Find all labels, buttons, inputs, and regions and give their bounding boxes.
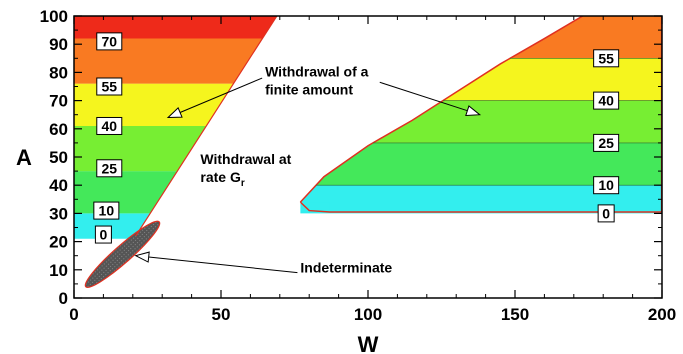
- level-label-box: [94, 225, 112, 244]
- annotation-0: Withdrawal of a finite amount: [265, 64, 369, 98]
- level-label-4: 10: [93, 201, 120, 220]
- y-tick-label-2: 20: [49, 233, 68, 252]
- annotation-line: Withdrawal of a: [265, 64, 369, 80]
- axis-ticks: [73, 15, 663, 299]
- annotation-line: finite amount: [265, 82, 353, 98]
- y-tick-label-8: 80: [49, 63, 68, 82]
- right-upper-boundary: [299, 16, 584, 203]
- annotation-line: rate G: [200, 169, 241, 185]
- arrow-head: [134, 251, 150, 263]
- annotation-line: Withdrawal at: [200, 151, 291, 167]
- left-band-1: [74, 213, 151, 239]
- left-band-6: [74, 16, 277, 39]
- arrow-shaft: [148, 256, 298, 274]
- level-label-box: [593, 133, 620, 152]
- level-label-box: [593, 49, 620, 68]
- right-band-2: [372, 100, 662, 143]
- level-label-9: 10: [593, 176, 620, 195]
- level-label-box: [597, 204, 615, 223]
- left-boundary-line: [135, 16, 278, 237]
- arrow-head: [166, 107, 183, 119]
- x-tick-label-4: 200: [648, 305, 676, 324]
- level-label-box: [593, 176, 620, 195]
- left-band-2: [74, 171, 178, 214]
- y-tick-label-3: 30: [49, 204, 68, 223]
- y-axis-title: A: [16, 145, 32, 170]
- y-tick-label-6: 60: [49, 120, 68, 139]
- level-label-box: [93, 201, 120, 220]
- y-tick-label-10: 100: [40, 7, 68, 26]
- y-tick-label-7: 70: [49, 92, 68, 111]
- level-label-text: 40: [101, 118, 117, 134]
- annotation-subscript: r: [241, 178, 245, 189]
- x-tick-label-2: 100: [354, 305, 382, 324]
- x-tick-label-0: 0: [69, 305, 78, 324]
- level-label-box: [593, 91, 620, 110]
- level-label-box: [96, 116, 123, 135]
- level-label-box: [96, 159, 123, 178]
- arrow-shaft: [379, 81, 468, 112]
- level-label-text: 70: [101, 33, 117, 49]
- level-label-7: 40: [593, 91, 620, 110]
- level-label-2: 40: [96, 116, 123, 135]
- level-label-text: 10: [99, 203, 115, 219]
- left-band-3: [74, 125, 207, 172]
- annotation-arrow-2: [134, 251, 298, 274]
- level-label-0: 70: [96, 32, 123, 51]
- level-label-box: [96, 77, 123, 96]
- level-label-text: 25: [598, 135, 614, 151]
- y-tick-label-5: 50: [49, 148, 68, 167]
- right-band-3: [442, 58, 662, 101]
- level-label-5: 0: [94, 225, 112, 244]
- x-tick-label-3: 150: [501, 305, 529, 324]
- right-lower-boundary: [299, 201, 662, 213]
- level-label-6: 55: [593, 49, 620, 68]
- level-label-text: 0: [602, 205, 610, 221]
- y-tick-label-9: 90: [49, 35, 68, 54]
- annotation-arrow-1: [379, 81, 482, 116]
- y-tick-label-1: 10: [49, 261, 68, 280]
- level-label-10: 0: [597, 204, 615, 223]
- contour-fill-layer: [74, 16, 662, 298]
- annotation-arrow-0: [166, 77, 263, 119]
- level-label-box: [96, 32, 123, 51]
- level-label-text: 25: [101, 160, 117, 176]
- level-label-8: 25: [593, 133, 620, 152]
- right-band-1: [316, 142, 662, 186]
- arrow-shaft: [179, 77, 263, 113]
- level-labels: 70 55 40 25 10 0 55 40 25 10 0: [93, 32, 620, 244]
- level-label-1: 55: [96, 77, 123, 96]
- annotation-arrows: [134, 77, 482, 274]
- annotation-2: Indeterminate: [300, 260, 392, 276]
- annotation-1: Withdrawal at rate Gr: [200, 151, 291, 189]
- level-label-text: 55: [101, 79, 117, 95]
- level-label-3: 25: [96, 159, 123, 178]
- level-label-text: 55: [598, 50, 614, 66]
- arrow-head: [465, 105, 482, 116]
- annotation-line: Indeterminate: [300, 260, 392, 276]
- right-band-0: [300, 185, 662, 214]
- x-tick-label-1: 50: [212, 305, 231, 324]
- indeterminate-region: [84, 220, 161, 288]
- x-axis-title: W: [358, 332, 379, 354]
- y-tick-label-0: 0: [59, 289, 68, 308]
- level-label-text: 10: [598, 177, 614, 193]
- annotations: Withdrawal of a finite amount Withdrawal a…: [200, 64, 392, 276]
- level-label-text: 40: [598, 93, 614, 109]
- y-tick-label-4: 40: [49, 176, 68, 195]
- level-label-text: 0: [100, 227, 108, 243]
- right-band-4: [510, 16, 662, 59]
- nose-fill: [300, 202, 330, 212]
